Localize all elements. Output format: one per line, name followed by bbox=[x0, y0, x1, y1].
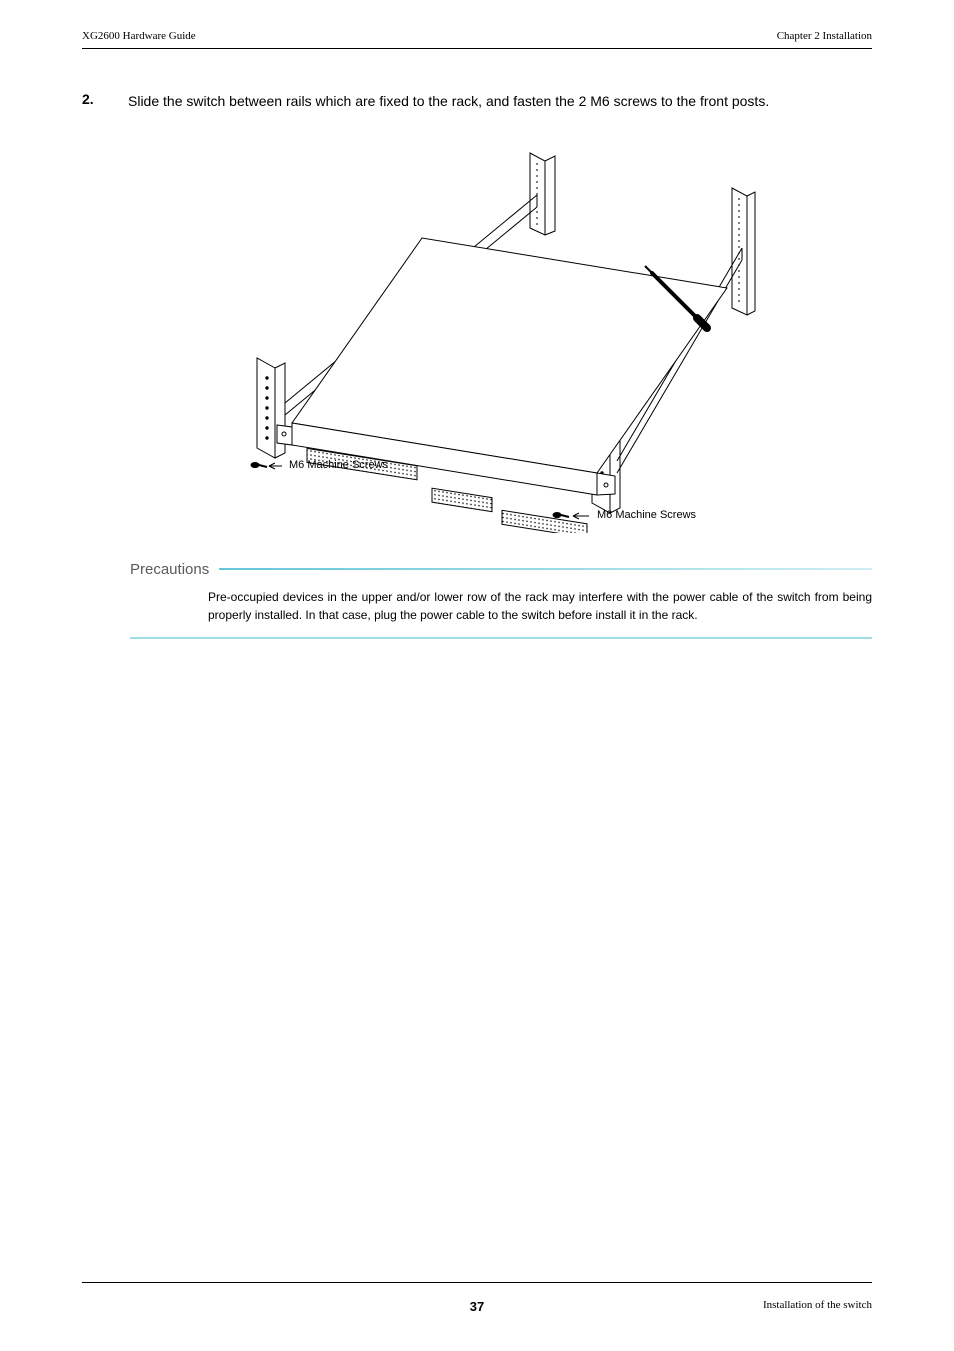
precautions-block: Precautions Pre-occupied devices in the … bbox=[82, 561, 872, 639]
precautions-header: Precautions bbox=[130, 561, 872, 578]
figure-wrap: M6 Machine Screws M6 Machine Screws bbox=[82, 143, 872, 533]
page-header: XG2600 Hardware Guide Chapter 2 Installa… bbox=[82, 30, 872, 49]
screw-label-right: M6 Machine Screws bbox=[597, 509, 696, 521]
page-footer: 37 Installation of the switch bbox=[82, 1282, 872, 1311]
header-right: Chapter 2 Installation bbox=[777, 30, 872, 42]
footer-right: Installation of the switch bbox=[763, 1299, 872, 1311]
precautions-body: Pre-occupied devices in the upper and/or… bbox=[130, 578, 872, 639]
header-left: XG2600 Hardware Guide bbox=[82, 30, 196, 42]
step-text: Slide the switch between rails which are… bbox=[128, 91, 769, 113]
installation-figure: M6 Machine Screws M6 Machine Screws bbox=[197, 143, 757, 533]
step-number: 2. bbox=[82, 91, 100, 107]
content-area: 2. Slide the switch between rails which … bbox=[82, 49, 872, 639]
precautions-rule bbox=[219, 568, 872, 570]
precautions-title: Precautions bbox=[130, 561, 209, 578]
rack-install-svg bbox=[197, 143, 757, 533]
page-number: 37 bbox=[470, 1299, 484, 1314]
page-frame: XG2600 Hardware Guide Chapter 2 Installa… bbox=[82, 30, 872, 1311]
step-row: 2. Slide the switch between rails which … bbox=[82, 91, 872, 113]
screw-label-left: M6 Machine Screws bbox=[289, 459, 388, 471]
